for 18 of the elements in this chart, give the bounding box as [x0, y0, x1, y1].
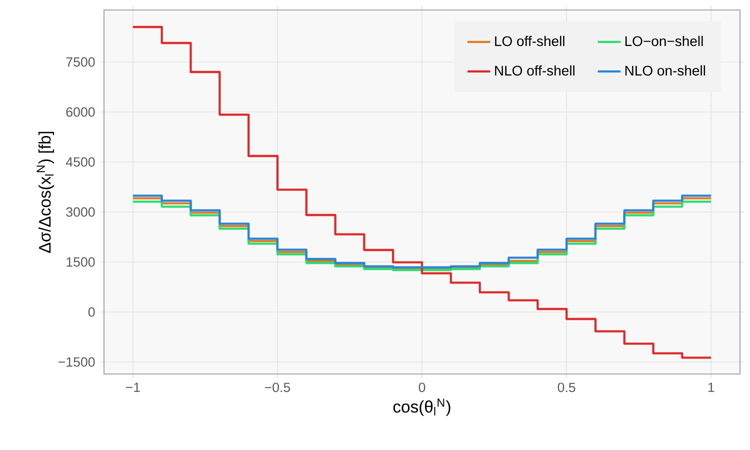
x-tick-label: −1 — [126, 382, 140, 392]
y-tick-label: 1500 — [66, 257, 95, 267]
x-axis-title: cos(θ$_{l}$$^{N}$) — [393, 398, 450, 416]
y-tick-label: −1500 — [58, 357, 95, 367]
legend-label: NLO on-shell — [625, 65, 706, 76]
legend-label: LO−on−shell — [625, 36, 703, 46]
x-tick-label: 1 — [708, 382, 714, 392]
y-tick-label: 4500 — [66, 157, 95, 167]
y-tick-label: 3000 — [66, 207, 95, 217]
y-tick-label: 7500 — [66, 57, 95, 67]
x-tick-label: −0.5 — [264, 382, 290, 392]
y-tick-label: 0 — [88, 307, 95, 317]
x-tick-label: 0 — [418, 382, 426, 392]
x-tick-label: 0.5 — [558, 382, 576, 392]
y-tick-label: 6000 — [66, 107, 95, 117]
legend-label: LO off-shell — [495, 36, 564, 46]
y-axis-title: Δσ/Δcos(x$_{l}$$^{N}$) [fb] — [36, 132, 54, 253]
legend-label: NLO off-shell — [495, 65, 574, 76]
